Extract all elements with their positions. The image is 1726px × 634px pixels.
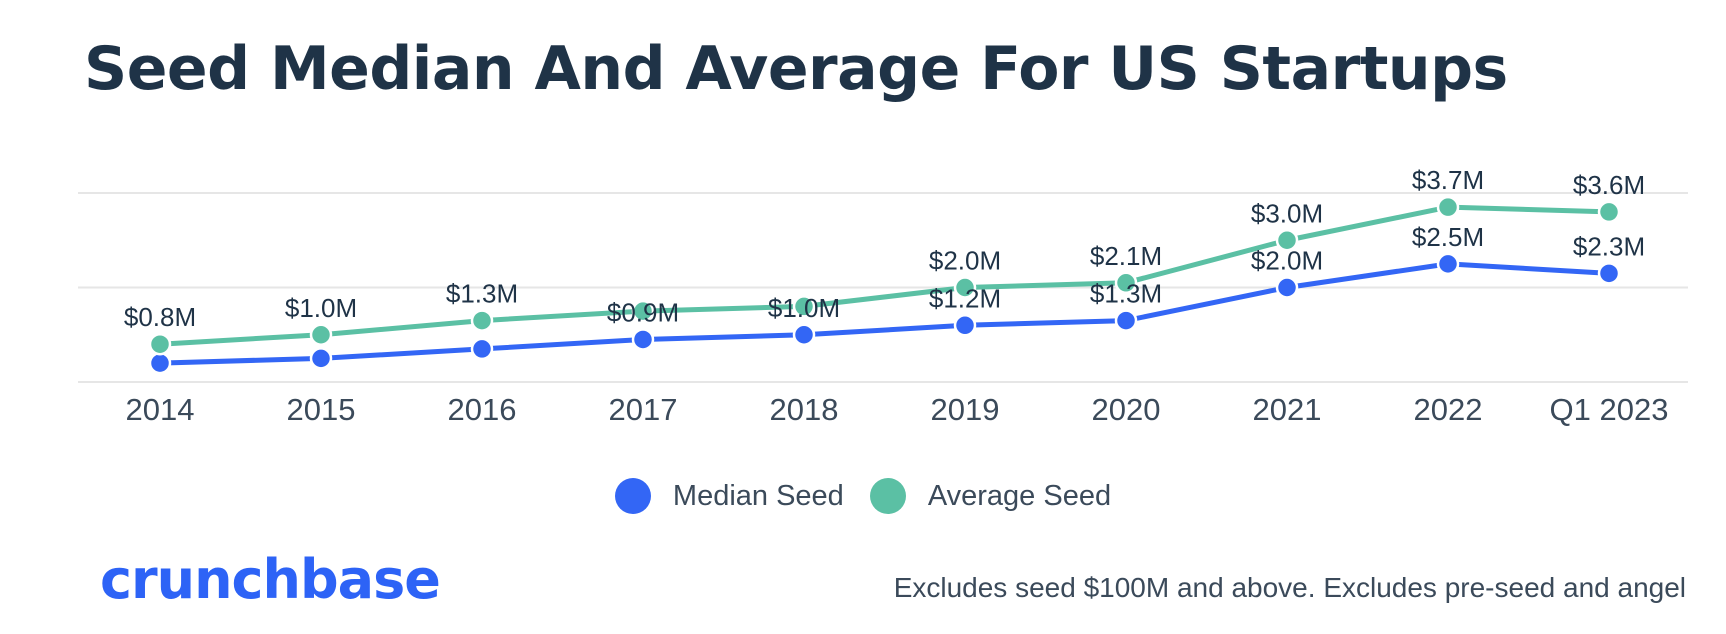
data-label-average: $1.0M — [285, 293, 357, 323]
x-tick-label: 2018 — [770, 392, 839, 427]
data-point-median[interactable] — [309, 347, 333, 370]
legend-swatch-median — [614, 478, 651, 514]
legend-item-average[interactable]: Average Seed — [869, 478, 1112, 514]
x-tick-label: 2021 — [1253, 392, 1322, 427]
data-point-median[interactable] — [953, 314, 977, 337]
footnote: Excludes seed $100M and above. Excludes … — [893, 572, 1686, 603]
legend-label-median: Median Seed — [672, 479, 844, 512]
data-point-median[interactable] — [1597, 262, 1621, 285]
data-point-average[interactable] — [470, 309, 494, 332]
data-label-median: $2.0M — [1251, 246, 1323, 276]
data-label-average: $3.6M — [1573, 170, 1645, 200]
data-point-median[interactable] — [1436, 252, 1460, 276]
data-point-average[interactable] — [953, 276, 977, 299]
data-point-median[interactable] — [792, 323, 816, 346]
series-points — [148, 195, 1621, 375]
grid-lines — [78, 192, 1688, 383]
x-tick-label: 2017 — [609, 392, 678, 427]
data-point-median[interactable] — [148, 351, 172, 375]
data-label-median: $1.3M — [1090, 279, 1162, 309]
legend-label-average: Average Seed — [927, 479, 1112, 512]
data-point-average[interactable] — [148, 332, 172, 356]
data-point-average[interactable] — [1114, 271, 1138, 295]
x-tick-label: 2016 — [448, 392, 517, 427]
data-point-median[interactable] — [1114, 309, 1138, 332]
data-labels: $0.9M $1.0M $1.2M $1.3M $2.0M $2.5M $2.3M $0.8M… — [124, 165, 1645, 332]
data-point-average[interactable] — [309, 323, 333, 346]
data-label-average: $3.0M — [1251, 198, 1323, 228]
x-tick-label: 2020 — [1092, 392, 1161, 427]
data-label-median: $0.9M — [607, 297, 679, 327]
crunchbase-logo: crunchbase — [100, 548, 441, 611]
data-point-average[interactable] — [631, 299, 655, 323]
data-label-median: $2.5M — [1412, 222, 1484, 252]
legend-swatch-average — [869, 478, 906, 514]
data-point-average[interactable] — [1436, 195, 1460, 219]
data-label-average: $3.7M — [1412, 165, 1484, 195]
data-label-average: $0.8M — [124, 302, 196, 332]
data-label-median: $1.0M — [768, 293, 840, 323]
data-point-median[interactable] — [1275, 276, 1299, 299]
data-label-median: $2.3M — [1573, 231, 1645, 261]
data-point-average[interactable] — [1597, 200, 1621, 224]
x-tick-label: 2022 — [1414, 392, 1483, 427]
x-tick-label: Q1 2023 — [1550, 392, 1669, 427]
x-axis-ticks: 2014 2015 2016 2017 2018 2019 2020 2021 2022 Q1 2… — [126, 392, 1669, 427]
data-label-average: $2.1M — [1090, 241, 1162, 271]
data-label-average: $1.3M — [446, 279, 518, 309]
data-point-average[interactable] — [1275, 229, 1299, 252]
series-lines — [159, 204, 1610, 366]
chart-title: Seed Median And Average For US Startups — [84, 34, 1508, 104]
data-point-average[interactable] — [792, 295, 816, 318]
data-label-average: $2.0M — [929, 246, 1001, 276]
data-label-median: $1.2M — [929, 283, 1001, 313]
series-line-median — [159, 261, 1610, 366]
legend-item-median[interactable]: Median Seed — [614, 478, 844, 514]
legend: Median Seed Average Seed — [0, 478, 1726, 514]
x-tick-label: 2014 — [126, 392, 195, 427]
series-line-average — [159, 204, 1610, 347]
data-point-median[interactable] — [470, 337, 494, 361]
data-point-median[interactable] — [631, 328, 655, 351]
x-tick-label: 2015 — [287, 392, 356, 427]
x-tick-label: 2019 — [931, 392, 1000, 427]
